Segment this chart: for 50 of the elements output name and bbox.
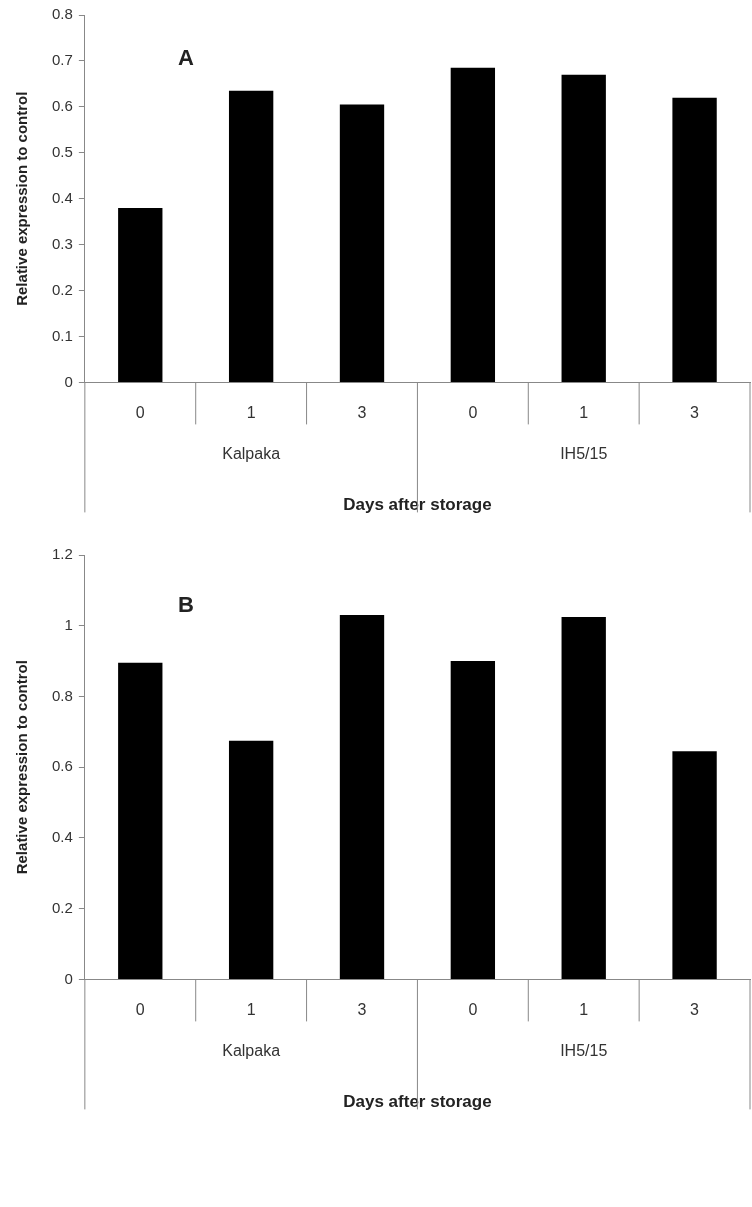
bar bbox=[339, 615, 385, 979]
x-axis-title: Days after storage bbox=[343, 495, 492, 515]
bar bbox=[118, 207, 163, 382]
x-tick-label: 3 bbox=[357, 404, 367, 422]
y-axis-title: Relative expression to control bbox=[13, 91, 31, 306]
bar bbox=[561, 74, 606, 382]
text: A bbox=[177, 45, 194, 71]
text: Kalpaka bbox=[222, 1041, 281, 1059]
x-axis-title: Days after storage bbox=[343, 1092, 492, 1112]
bar bbox=[118, 662, 163, 979]
x-tick-label: 0 bbox=[135, 1001, 145, 1019]
x-tick-label: 1 bbox=[579, 404, 589, 422]
y-axis-title: Relative expression to control bbox=[13, 660, 31, 875]
bar bbox=[672, 751, 717, 979]
y-tick-label: 0.2 bbox=[51, 280, 73, 298]
y-tick-label: 0.6 bbox=[51, 757, 73, 775]
x-tick-label: 1 bbox=[246, 1001, 256, 1019]
y-tick-label: 0 bbox=[64, 969, 73, 987]
x-tick-label: 1 bbox=[579, 1001, 589, 1019]
bar bbox=[450, 67, 496, 382]
x-tick-label: 0 bbox=[468, 404, 478, 422]
x-tick-label: 3 bbox=[357, 1001, 367, 1019]
y-tick-label: 0.8 bbox=[51, 686, 73, 704]
bar bbox=[228, 90, 274, 382]
y-tick-label: 1.2 bbox=[51, 545, 73, 563]
bar bbox=[672, 97, 717, 382]
x-tick-label: 1 bbox=[246, 404, 256, 422]
y-tick-label: 0.8 bbox=[51, 5, 73, 23]
text: Kalpaka bbox=[222, 444, 281, 462]
x-tick-label: 3 bbox=[690, 1001, 700, 1019]
bar bbox=[339, 104, 385, 382]
y-tick-label: 0.2 bbox=[51, 898, 73, 916]
y-tick-label: 0.3 bbox=[51, 234, 73, 252]
bar bbox=[450, 661, 496, 979]
text: B bbox=[177, 591, 194, 617]
text: IH5/15 bbox=[560, 1041, 608, 1059]
bar bbox=[228, 740, 274, 979]
y-tick-label: 0.4 bbox=[51, 188, 73, 206]
x-tick-label: 0 bbox=[135, 404, 145, 422]
y-tick-label: 0.4 bbox=[51, 828, 73, 846]
y-tick-label: 1 bbox=[64, 615, 73, 633]
x-tick-label: 0 bbox=[468, 1001, 478, 1019]
y-tick-label: 0.7 bbox=[51, 51, 73, 69]
y-tick-label: 0.5 bbox=[51, 142, 73, 160]
bar bbox=[561, 616, 606, 979]
text: IH5/15 bbox=[560, 444, 608, 462]
y-tick-label: 0.6 bbox=[51, 96, 73, 114]
y-tick-label: 0 bbox=[64, 372, 73, 390]
y-tick-label: 0.1 bbox=[51, 326, 73, 344]
x-tick-label: 3 bbox=[690, 404, 700, 422]
